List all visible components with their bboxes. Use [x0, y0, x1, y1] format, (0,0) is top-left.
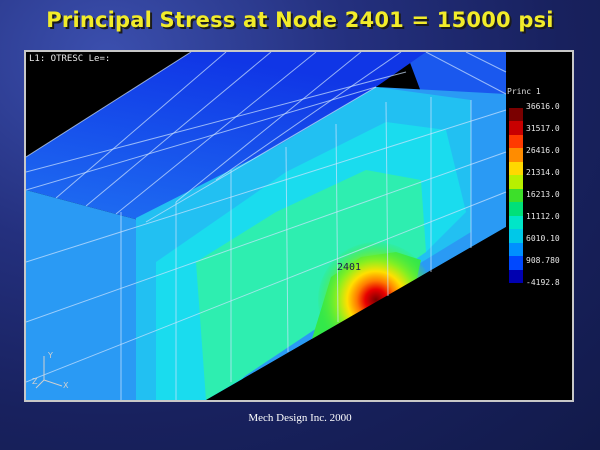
- cutaway-region: [206, 227, 572, 400]
- legend-value: 31517.0: [526, 124, 560, 133]
- legend-swatch: [509, 229, 523, 243]
- legend-swatch: [509, 269, 523, 284]
- legend-swatch: [509, 121, 523, 135]
- triad-x-label: X: [63, 381, 69, 390]
- legend-swatch: [509, 161, 523, 176]
- legend-swatch: [509, 242, 523, 257]
- footer-credit: Mech Design Inc. 2000: [248, 412, 352, 424]
- legend-swatch: [509, 202, 523, 216]
- fem-viewport[interactable]: L1: OTRESC Le=: 2401 Princ 1 36616.0 3151…: [24, 50, 574, 402]
- legend-values: 36616.0 31517.0 26416.0 21314.0 16213.0 11112…: [526, 102, 572, 288]
- top-face: [26, 52, 426, 222]
- color-legend: [509, 108, 523, 284]
- node-label: 2401: [337, 262, 362, 273]
- legend-value: -4192.8: [526, 278, 560, 287]
- legend-value: 6010.10: [526, 234, 560, 243]
- legend-swatch: [509, 215, 523, 230]
- axis-triad-icon: Y X Z: [32, 351, 69, 390]
- mesh-grid: [26, 52, 507, 400]
- legend-title: Princ 1: [507, 87, 541, 96]
- legend-swatch: [509, 148, 523, 162]
- slide-title: Principal Stress at Node 2401 = 15000 ps…: [46, 8, 554, 32]
- legend-value: 26416.0: [526, 146, 560, 155]
- triad-y-label: Y: [47, 351, 53, 360]
- legend-swatch: [509, 108, 523, 122]
- legend-swatch: [509, 188, 523, 203]
- legend-value: 908.780: [526, 256, 560, 265]
- legend-swatch: [509, 134, 523, 149]
- legend-value: 36616.0: [526, 102, 560, 111]
- legend-value: 16213.0: [526, 190, 560, 199]
- legend-value: 11112.0: [526, 212, 560, 221]
- triad-z-label: Z: [32, 377, 38, 386]
- legend-swatch: [509, 175, 523, 189]
- hud-readout: L1: OTRESC Le=:: [29, 54, 111, 64]
- stress-contour-plot: [26, 52, 572, 400]
- legend-value: 21314.0: [526, 168, 560, 177]
- legend-swatch: [509, 256, 523, 270]
